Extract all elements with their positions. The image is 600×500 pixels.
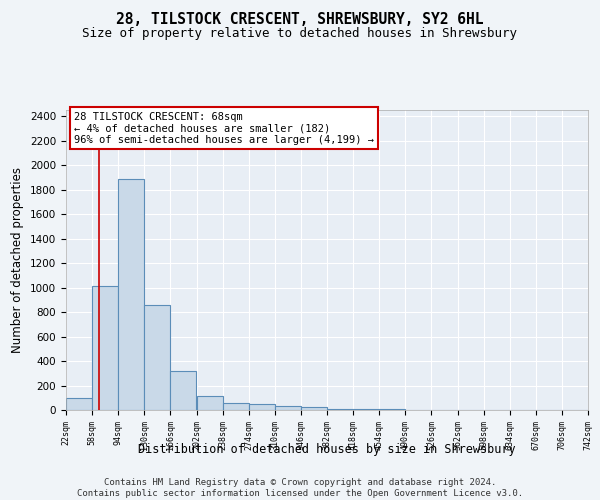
Bar xyxy=(118,178,144,410)
Bar xyxy=(92,286,118,410)
Text: Distribution of detached houses by size in Shrewsbury: Distribution of detached houses by size … xyxy=(138,442,516,456)
Bar xyxy=(275,406,301,410)
Y-axis label: Number of detached properties: Number of detached properties xyxy=(11,167,25,353)
Bar xyxy=(249,404,275,410)
Bar xyxy=(327,409,353,410)
Text: Size of property relative to detached houses in Shrewsbury: Size of property relative to detached ho… xyxy=(83,28,517,40)
Bar xyxy=(223,402,248,410)
Bar xyxy=(66,398,92,410)
Text: 28 TILSTOCK CRESCENT: 68sqm
← 4% of detached houses are smaller (182)
96% of sem: 28 TILSTOCK CRESCENT: 68sqm ← 4% of deta… xyxy=(74,112,374,144)
Bar xyxy=(301,407,327,410)
Text: 28, TILSTOCK CRESCENT, SHREWSBURY, SY2 6HL: 28, TILSTOCK CRESCENT, SHREWSBURY, SY2 6… xyxy=(116,12,484,28)
Bar xyxy=(353,409,379,410)
Bar xyxy=(145,304,170,410)
Text: Contains HM Land Registry data © Crown copyright and database right 2024.
Contai: Contains HM Land Registry data © Crown c… xyxy=(77,478,523,498)
Bar xyxy=(197,396,223,410)
Bar xyxy=(170,372,196,410)
